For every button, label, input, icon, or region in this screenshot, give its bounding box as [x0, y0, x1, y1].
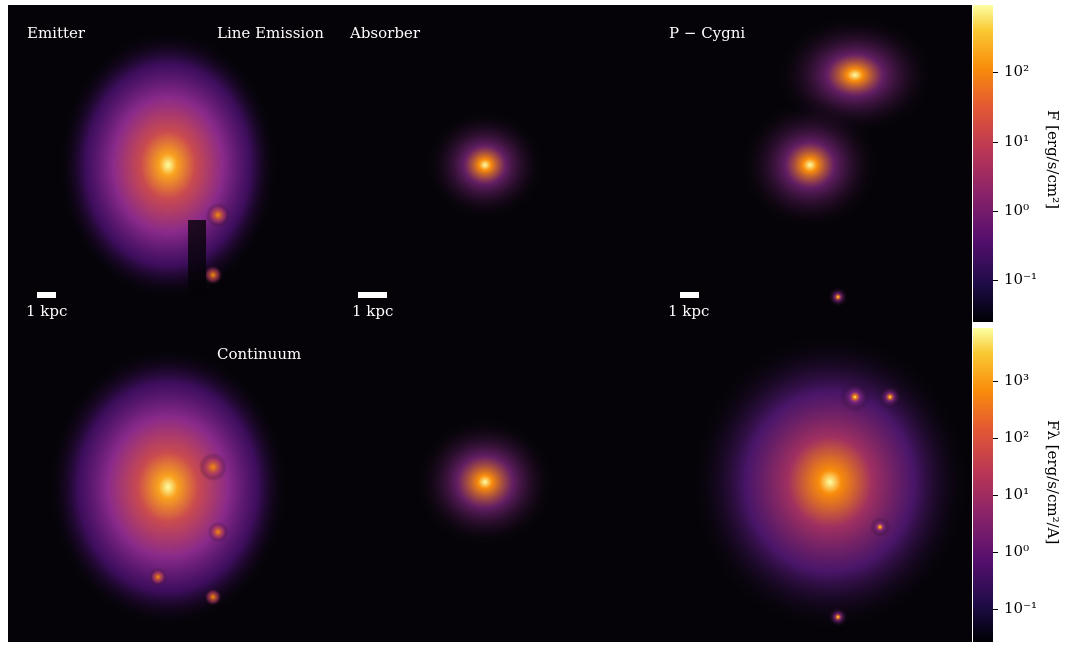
- label-continuum: Continuum: [217, 345, 302, 363]
- colorbar-top-tick-label: 10⁻¹: [1004, 270, 1038, 288]
- colorbar-bottom-tick-label: 10⁻¹: [1004, 599, 1038, 617]
- colorbar-top-tick-label: 10⁰: [1004, 201, 1030, 219]
- colorbar-bottom-tick-label: 10⁰: [1004, 542, 1030, 560]
- panel-absorber-continuum: [330, 322, 650, 642]
- colorbar-bottom-tick: [993, 438, 998, 439]
- continuum-pcygni-map-image: [690, 332, 970, 632]
- colorbar-bottom: [973, 328, 993, 642]
- colorbar-bottom-tick-label: 10³: [1004, 371, 1030, 389]
- panel-pcygni-continuum: [650, 322, 972, 642]
- colorbar-top-tick: [993, 211, 998, 212]
- emission-map-image: [58, 30, 278, 300]
- colorbar-bottom-tick: [993, 495, 998, 496]
- label-pcygni: P − Cygni: [669, 24, 746, 42]
- panel-absorber-line: [330, 5, 650, 322]
- absorber-map-image: [425, 110, 545, 220]
- colorbar-top-tick-label: 10²: [1004, 62, 1030, 80]
- scalebar-label-left: 1 kpc: [26, 302, 68, 320]
- scalebar-middle: [358, 292, 387, 298]
- colorbar-top-tick-label: 10¹: [1004, 132, 1030, 150]
- colorbar-bottom-tick: [993, 381, 998, 382]
- colorbar-top-tick: [993, 142, 998, 143]
- colorbar-top: [973, 5, 993, 322]
- colorbar-bottom-label: Fλ [erg/s/cm²/A]: [1044, 420, 1062, 545]
- label-line-emission: Line Emission: [217, 24, 324, 42]
- scalebar-right: [680, 292, 699, 298]
- panel-emitter-continuum: [8, 322, 330, 642]
- colorbar-top-tick: [993, 72, 998, 73]
- colorbar-bottom-tick-label: 10²: [1004, 428, 1030, 446]
- scalebar-label-middle: 1 kpc: [352, 302, 394, 320]
- label-absorber: Absorber: [350, 24, 420, 42]
- colorbar-top-label: F [erg/s/cm²]: [1044, 110, 1062, 209]
- colorbar-bottom-tick: [993, 552, 998, 553]
- continuum-emission-map-image: [48, 347, 288, 627]
- colorbar-bottom-tick-label: 10¹: [1004, 485, 1030, 503]
- continuum-absorber-map-image: [415, 417, 555, 547]
- pcygni-map-image: [740, 15, 935, 307]
- scalebar-label-right: 1 kpc: [668, 302, 710, 320]
- panel-emitter-line: [8, 5, 330, 322]
- panel-pcygni-line: [650, 5, 972, 322]
- colorbar-bottom-tick: [993, 609, 998, 610]
- label-emitter: Emitter: [27, 24, 86, 42]
- scalebar-left: [37, 292, 56, 298]
- colorbar-top-tick: [993, 280, 998, 281]
